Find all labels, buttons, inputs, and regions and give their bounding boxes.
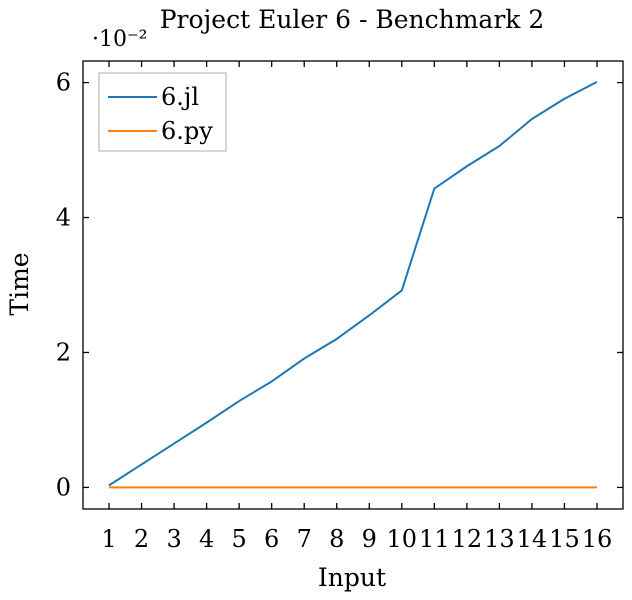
x-tick-label: 3 <box>166 525 181 553</box>
x-tick-label: 14 <box>517 525 548 553</box>
y-tick-label: 2 <box>56 338 71 366</box>
x-tick-label: 6 <box>264 525 279 553</box>
legend: 6.jl 6.py <box>98 72 227 152</box>
x-tick-label: 13 <box>484 525 515 553</box>
x-tick-label: 12 <box>452 525 483 553</box>
series-line-6-jl <box>108 81 598 487</box>
y-tick-label: 6 <box>56 69 71 97</box>
x-tick-label: 7 <box>297 525 312 553</box>
x-tick-label: 1 <box>101 525 116 553</box>
x-tick-label: 8 <box>329 525 344 553</box>
x-tick-label: 10 <box>387 525 418 553</box>
y-tick-label: 4 <box>56 204 71 232</box>
y-axis: 0 2 4 6 <box>56 69 623 501</box>
x-axis-title: Input <box>318 563 386 592</box>
x-tick-label: 2 <box>134 525 149 553</box>
y-axis-title: Time <box>5 252 34 315</box>
x-tick-label: 15 <box>549 525 580 553</box>
x-tick-label: 5 <box>232 525 247 553</box>
x-axis: 1 2 3 4 5 6 7 8 9 10 11 12 13 14 15 16 <box>101 61 612 553</box>
plot-frame <box>82 60 624 510</box>
x-tick-label: 4 <box>199 525 214 553</box>
legend-box <box>98 72 227 152</box>
legend-label-6-py: 6.py <box>161 117 213 145</box>
y-tick-label: 0 <box>56 473 71 501</box>
x-tick-label: 9 <box>362 525 377 553</box>
x-tick-label: 16 <box>582 525 613 553</box>
x-tick-label: 11 <box>419 525 450 553</box>
chart-title: Project Euler 6 - Benchmark 2 <box>160 5 545 34</box>
legend-label-6-jl: 6.jl <box>161 83 199 111</box>
series-lines <box>108 81 598 489</box>
y-scale-label: ·10⁻² <box>92 27 147 52</box>
